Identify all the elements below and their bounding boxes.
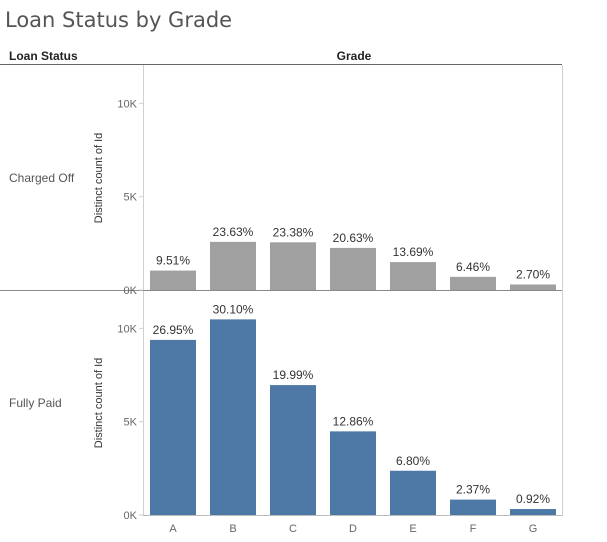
bar-0-G	[510, 284, 556, 290]
x-tick-label-D: D	[349, 523, 357, 535]
data-label-0-B: 23.63%	[213, 225, 254, 239]
bar-0-E	[390, 262, 436, 290]
y-tick-label-1-0: 0K	[124, 510, 138, 522]
bar-0-D	[330, 247, 376, 290]
data-label-1-C: 19.99%	[273, 368, 314, 382]
x-tick-label-A: A	[169, 523, 177, 535]
bar-1-F	[450, 499, 496, 515]
y-tick-label-1-2: 10K	[117, 323, 137, 335]
chart-title: Loan Status by Grade	[5, 8, 233, 32]
bar-0-B	[210, 241, 256, 290]
y-tick-label-0-0: 0K	[124, 285, 138, 297]
y-axis-title-0: Distinct count of Id	[93, 133, 105, 224]
data-label-0-G: 2.70%	[516, 267, 550, 281]
bar-0-C	[270, 242, 316, 290]
data-label-1-E: 6.80%	[396, 454, 430, 468]
data-label-0-C: 23.38%	[273, 225, 314, 239]
data-label-1-F: 2.37%	[456, 483, 490, 497]
data-label-0-F: 6.46%	[456, 260, 490, 274]
data-label-0-E: 13.69%	[393, 245, 434, 259]
x-tick-label-C: C	[289, 523, 297, 535]
row-label-0: Charged Off	[9, 171, 75, 185]
data-label-0-D: 20.63%	[333, 231, 374, 245]
x-tick-label-B: B	[229, 523, 236, 535]
bar-0-F	[450, 276, 496, 290]
data-label-1-B: 30.10%	[213, 302, 254, 316]
x-tick-label-G: G	[529, 523, 538, 535]
bar-1-A	[150, 339, 196, 515]
data-label-0-A: 9.51%	[156, 254, 190, 268]
row-header-loan-status: Loan Status	[9, 49, 78, 63]
bar-1-G	[510, 509, 556, 515]
bar-1-C	[270, 385, 316, 515]
row-label-1: Fully Paid	[9, 396, 62, 410]
data-label-1-D: 12.86%	[333, 414, 374, 428]
bar-1-E	[390, 470, 436, 515]
y-tick-label-0-2: 10K	[117, 98, 137, 110]
column-header-grade: Grade	[336, 49, 372, 63]
y-axis-title-1: Distinct count of Id	[93, 358, 105, 449]
data-label-1-G: 0.92%	[516, 492, 550, 506]
bar-1-B	[210, 319, 256, 515]
header-divider	[0, 64, 562, 65]
bar-1-D	[330, 431, 376, 515]
data-label-1-A: 26.95%	[153, 323, 194, 337]
x-tick-label-F: F	[470, 523, 477, 535]
y-tick-label-1-1: 5K	[124, 417, 138, 429]
bar-0-A	[150, 270, 196, 290]
x-tick-label-E: E	[409, 523, 416, 535]
y-tick-label-0-1: 5K	[124, 192, 138, 204]
